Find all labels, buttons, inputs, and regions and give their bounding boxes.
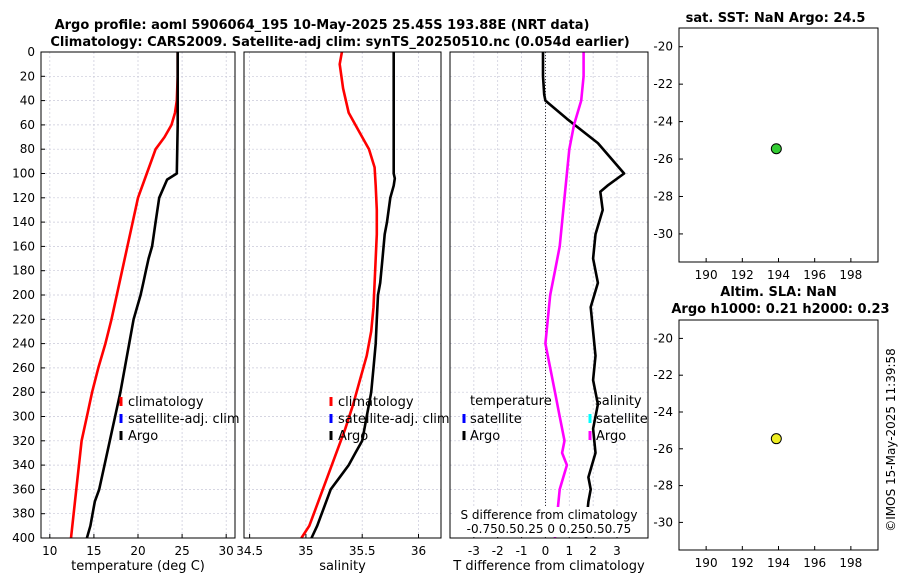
x-tick-label: 196 bbox=[803, 268, 826, 282]
x-tick-label: 35.5 bbox=[349, 544, 376, 558]
title-line-2: Climatology: CARS2009. Satellite-adj cli… bbox=[50, 35, 629, 50]
legend-entry: satellite bbox=[596, 412, 648, 427]
x-tick-label: 34.5 bbox=[236, 544, 263, 558]
temperature-xlabel: temperature (deg C) bbox=[71, 559, 205, 574]
difference-panel: -3 -2 -1 0 1 2 3T difference from climatology t… bbox=[449, 51, 649, 574]
x-tick-label: 198 bbox=[839, 268, 862, 282]
y-tick-label: 0 bbox=[27, 45, 35, 59]
y-tick-label: 300 bbox=[12, 410, 35, 424]
y-tick-label: 180 bbox=[12, 264, 35, 278]
y-tick-label: -22 bbox=[653, 368, 673, 382]
y-tick-label: -28 bbox=[653, 189, 673, 203]
y-tick-label: 40 bbox=[20, 94, 35, 108]
y-tick-label: 140 bbox=[12, 215, 35, 229]
y-tick-label: 280 bbox=[12, 385, 35, 399]
x-tick-label: 20 bbox=[130, 544, 145, 558]
y-tick-label: 380 bbox=[12, 507, 35, 521]
difference-frame bbox=[449, 51, 649, 539]
y-tick-label: 120 bbox=[12, 191, 35, 205]
x-tick-label: 194 bbox=[767, 556, 790, 570]
legend-left-title: temperature bbox=[470, 394, 552, 409]
x-tick-label: 198 bbox=[839, 556, 862, 570]
sst-point-marker bbox=[770, 143, 782, 155]
salinity-diff-ticks: -0.750.50.25 0 0.250.50.75 bbox=[467, 522, 632, 536]
x-tick-label: -1 bbox=[516, 544, 528, 558]
legend-entry: Argo bbox=[128, 429, 158, 444]
y-tick-label: 360 bbox=[12, 482, 35, 496]
legend-entry: satellite-adj. clim bbox=[338, 412, 450, 427]
x-tick-label: 35 bbox=[298, 544, 313, 558]
x-tick-label: 10 bbox=[42, 544, 57, 558]
x-tick-label: 190 bbox=[695, 268, 718, 282]
y-tick-label: -26 bbox=[653, 152, 673, 166]
x-tick-label: -2 bbox=[492, 544, 504, 558]
y-tick-label: 200 bbox=[12, 288, 35, 302]
y-tick-label: 400 bbox=[12, 531, 35, 545]
x-tick-label: 1 bbox=[565, 544, 573, 558]
y-tick-label: 260 bbox=[12, 361, 35, 375]
y-tick-label: -22 bbox=[653, 77, 673, 91]
salinity-series-climatology bbox=[300, 51, 379, 539]
y-tick-label: 320 bbox=[12, 434, 35, 448]
x-tick-label: 192 bbox=[731, 556, 754, 570]
x-tick-label: 192 bbox=[731, 268, 754, 282]
y-tick-label: -26 bbox=[653, 442, 673, 456]
difference-series-t-diff-argo bbox=[541, 52, 626, 538]
legend-entry: Argo bbox=[470, 429, 500, 444]
salinity-diff-label: S difference from climatology bbox=[461, 508, 638, 522]
y-tick-label: -24 bbox=[653, 405, 673, 419]
y-tick-label: 240 bbox=[12, 337, 35, 351]
title-line-1: Argo profile: aoml 5906064_195 10-May-20… bbox=[55, 18, 590, 33]
temperature-series-climatology bbox=[69, 52, 179, 539]
salinity-panel: 34.5 35 35.5 36 salinity climatology satellite… bbox=[236, 51, 450, 574]
x-tick-label: -3 bbox=[468, 544, 480, 558]
difference-series-s-diff-argo bbox=[544, 52, 585, 538]
x-tick-label: 15 bbox=[86, 544, 101, 558]
temperature-panel: 10 15 20 25 30 temperature (deg C) 0 20 40 60 80 10… bbox=[12, 45, 240, 574]
sla-map-panel: 190 192 194 196 198 -20 -22 -24 -26 -28 -30 Altim. … bbox=[653, 285, 889, 570]
y-tick-label: 220 bbox=[12, 312, 35, 326]
y-tick-label: 160 bbox=[12, 239, 35, 253]
top-axis-background bbox=[452, 507, 646, 537]
y-tick-label: -24 bbox=[653, 115, 673, 129]
legend-entry: Argo bbox=[596, 429, 626, 444]
x-tick-label: 25 bbox=[174, 544, 189, 558]
x-tick-label: 194 bbox=[767, 268, 790, 282]
sla-title-line-1: Altim. SLA: NaN bbox=[720, 285, 836, 300]
y-tick-label: 340 bbox=[12, 458, 35, 472]
y-tick-label: -20 bbox=[653, 40, 673, 54]
salinity-series-argo bbox=[310, 52, 397, 539]
x-tick-label: 2 bbox=[589, 544, 597, 558]
salinity-frame bbox=[243, 51, 442, 539]
sla-title-line-2: Argo h1000: 0.21 h2000: 0.23 bbox=[671, 302, 889, 317]
y-tick-label: 60 bbox=[20, 118, 35, 132]
sla-point-marker bbox=[770, 433, 782, 445]
x-tick-label: 30 bbox=[219, 544, 234, 558]
y-tick-label: 80 bbox=[20, 142, 35, 156]
x-tick-label: 190 bbox=[695, 556, 718, 570]
legend-entry: climatology bbox=[128, 395, 204, 410]
legend-entry: climatology bbox=[338, 395, 414, 410]
difference-xlabel: T difference from climatology bbox=[452, 559, 645, 574]
sst-title: sat. SST: NaN Argo: 24.5 bbox=[686, 11, 866, 26]
legend-entry: Argo bbox=[338, 429, 368, 444]
x-tick-label: 3 bbox=[613, 544, 621, 558]
salinity-xlabel: salinity bbox=[319, 559, 366, 574]
legend-entry: satellite bbox=[470, 412, 522, 427]
temperature-series-argo bbox=[85, 52, 179, 539]
x-tick-label: 0 bbox=[542, 544, 550, 558]
legend-entry: satellite-adj. clim bbox=[128, 412, 240, 427]
y-tick-label: -30 bbox=[653, 515, 673, 529]
legend-right-title: salinity bbox=[595, 394, 642, 409]
y-tick-label: 100 bbox=[12, 167, 35, 181]
y-tick-label: -30 bbox=[653, 227, 673, 241]
y-tick-label: 20 bbox=[20, 69, 35, 83]
x-tick-label: 36 bbox=[411, 544, 426, 558]
x-tick-label: 196 bbox=[803, 556, 826, 570]
sst-map-panel: 190 192 194 196 198 -20 -22 -24 -26 -28 -30 sat. SS… bbox=[653, 11, 879, 282]
y-tick-label: -20 bbox=[653, 331, 673, 345]
imos-watermark: ©IMOS 15-May-2025 11:39:58 bbox=[884, 348, 898, 532]
y-tick-label: -28 bbox=[653, 479, 673, 493]
